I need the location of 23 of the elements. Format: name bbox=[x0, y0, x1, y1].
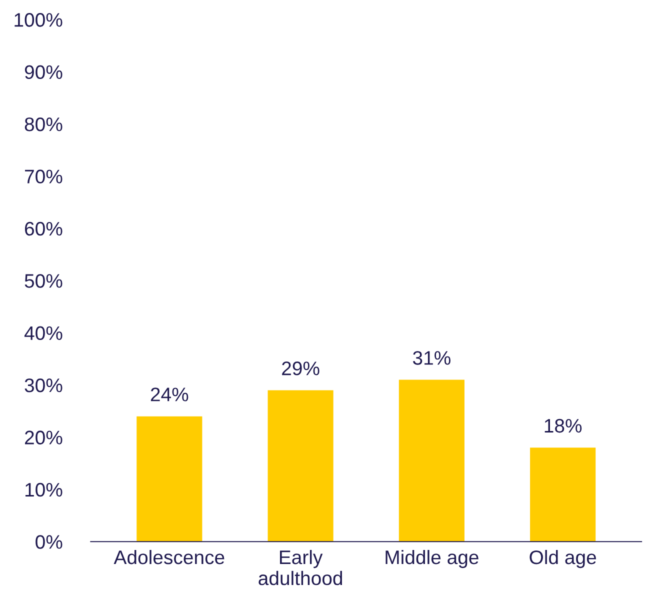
data-label: 29% bbox=[282, 362, 320, 376]
bar bbox=[268, 390, 334, 542]
y-tick-label: 50% bbox=[24, 274, 62, 288]
x-tick-label: Middle age bbox=[386, 550, 478, 568]
x-tick-label: Old age bbox=[530, 550, 596, 568]
bar bbox=[530, 448, 596, 542]
bar bbox=[398, 380, 464, 542]
y-tick-label: 40% bbox=[24, 326, 62, 340]
y-tick-label: 60% bbox=[25, 222, 62, 236]
y-tick-label: 0% bbox=[36, 535, 62, 549]
y-tick-label: 100% bbox=[14, 13, 62, 27]
y-tick-label: 70% bbox=[25, 170, 62, 184]
x-tick-label: Early adulthood bbox=[258, 550, 342, 586]
y-tick-label: 30% bbox=[24, 378, 62, 392]
data-label: 18% bbox=[544, 418, 582, 433]
data-label: 31% bbox=[412, 351, 450, 365]
y-tick-label: 20% bbox=[25, 430, 62, 444]
y-tick-label: 80% bbox=[24, 117, 62, 132]
y-tick-label: 10% bbox=[26, 482, 62, 497]
y-tick-label: 90% bbox=[24, 65, 62, 80]
x-tick-label: Adolescence bbox=[114, 550, 224, 564]
bar bbox=[136, 416, 202, 542]
data-label: 24% bbox=[150, 388, 188, 402]
